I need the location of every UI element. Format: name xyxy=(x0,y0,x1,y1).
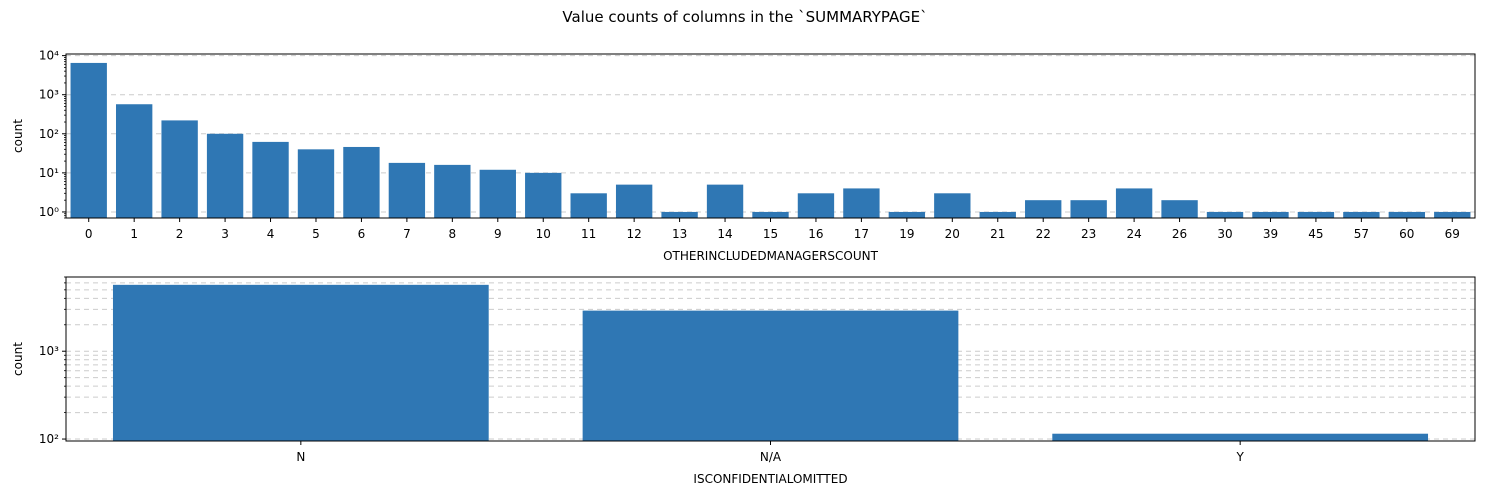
x-tick-label: 21 xyxy=(990,227,1005,241)
bar-57 xyxy=(1343,211,1380,218)
x-tick-label: 13 xyxy=(672,227,687,241)
x-tick-label: 57 xyxy=(1354,227,1369,241)
x-tick-label: N/A xyxy=(760,450,782,464)
x-tick-label: 9 xyxy=(494,227,502,241)
bar-2 xyxy=(161,120,198,218)
x-tick-label: 7 xyxy=(403,227,411,241)
x-tick-label: 0 xyxy=(85,227,93,241)
chart-panel-1: 0 1 2 3 4 5 6 7 8 9 10 11 12 13 14 15 16 17 19 20 21 22 23 24 26… xyxy=(11,49,1476,263)
y-tick-label: 10³ xyxy=(39,88,59,102)
bar-19 xyxy=(888,211,926,218)
x-tick-label: 20 xyxy=(945,227,960,241)
bar-12 xyxy=(615,184,653,218)
x-tick-label: Y xyxy=(1235,450,1244,464)
x-tick-label: 22 xyxy=(1036,227,1051,241)
bar-60 xyxy=(1388,211,1426,218)
figure-title: Value counts of columns in the `SUMMARYP… xyxy=(562,8,928,26)
bar-30 xyxy=(1206,211,1244,218)
x-tick-label: 5 xyxy=(312,227,320,241)
x-tick-label: 30 xyxy=(1217,227,1232,241)
y-tick-label: 10² xyxy=(39,127,59,141)
x-tick-label: 12 xyxy=(627,227,642,241)
x-tick-label: 10 xyxy=(536,227,551,241)
bar-22 xyxy=(1025,200,1062,218)
x-tick-label: 45 xyxy=(1308,227,1323,241)
x-tick-label: 39 xyxy=(1263,227,1278,241)
bar-26 xyxy=(1161,200,1198,218)
x-tick-label: 14 xyxy=(717,227,732,241)
y-tick-label: 10⁴ xyxy=(39,49,59,63)
x-tick-label: 17 xyxy=(854,227,869,241)
bar-23 xyxy=(1070,200,1107,218)
bar-Y xyxy=(1052,433,1429,441)
x-tick-label: 16 xyxy=(808,227,823,241)
bar-24 xyxy=(1115,188,1153,218)
x-tick-label: 3 xyxy=(221,227,229,241)
bar-6 xyxy=(343,146,380,218)
bar-17 xyxy=(843,188,880,218)
x-tick-label: 4 xyxy=(267,227,275,241)
bar-5 xyxy=(297,149,335,218)
bar-11 xyxy=(570,193,607,218)
bar-69 xyxy=(1434,211,1471,218)
bar-15 xyxy=(752,211,789,218)
x-tick-label: 8 xyxy=(449,227,457,241)
bar-10 xyxy=(525,172,562,218)
x-tick-label: N xyxy=(296,450,305,464)
bar-45 xyxy=(1297,211,1335,218)
y-tick-label: 10¹ xyxy=(39,166,59,180)
bar-N/A xyxy=(582,310,959,441)
x-tick-label: 19 xyxy=(899,227,914,241)
bar-20 xyxy=(934,193,971,218)
x-tick-label: 1 xyxy=(130,227,138,241)
bar-9 xyxy=(479,169,516,218)
y-tick-label: 10² xyxy=(39,432,59,446)
bar-0 xyxy=(70,62,107,219)
x-tick-label: 60 xyxy=(1399,227,1414,241)
x-tick-label: 11 xyxy=(581,227,596,241)
x-tick-label: 6 xyxy=(358,227,366,241)
bar-16 xyxy=(797,193,835,218)
x-axis-label: OTHERINCLUDEDMANAGERSCOUNT xyxy=(663,249,879,263)
x-tick-label: 69 xyxy=(1445,227,1460,241)
bar-8 xyxy=(434,164,471,218)
bar-39 xyxy=(1252,211,1289,218)
y-axis-label: count xyxy=(11,342,25,376)
bar-14 xyxy=(706,184,744,218)
bar-21 xyxy=(979,211,1016,218)
y-tick-label: 10⁰ xyxy=(39,205,59,219)
x-tick-label: 23 xyxy=(1081,227,1096,241)
x-axis-label: ISCONFIDENTIALOMITTED xyxy=(693,472,847,486)
y-axis-label: count xyxy=(11,119,25,153)
x-tick-label: 26 xyxy=(1172,227,1187,241)
bar-13 xyxy=(661,211,698,218)
bar-7 xyxy=(388,162,426,218)
bar-3 xyxy=(206,133,244,218)
bar-N xyxy=(112,284,489,441)
x-tick-label: 2 xyxy=(176,227,184,241)
bar-4 xyxy=(252,141,289,218)
x-tick-label: 24 xyxy=(1126,227,1141,241)
x-tick-label: 15 xyxy=(763,227,778,241)
y-tick-label: 10³ xyxy=(39,344,59,358)
chart-panel-2: N N/A Y 10² 10³ ISCONFIDENTIALOMITTED count xyxy=(11,276,1476,486)
bar-1 xyxy=(115,104,153,218)
